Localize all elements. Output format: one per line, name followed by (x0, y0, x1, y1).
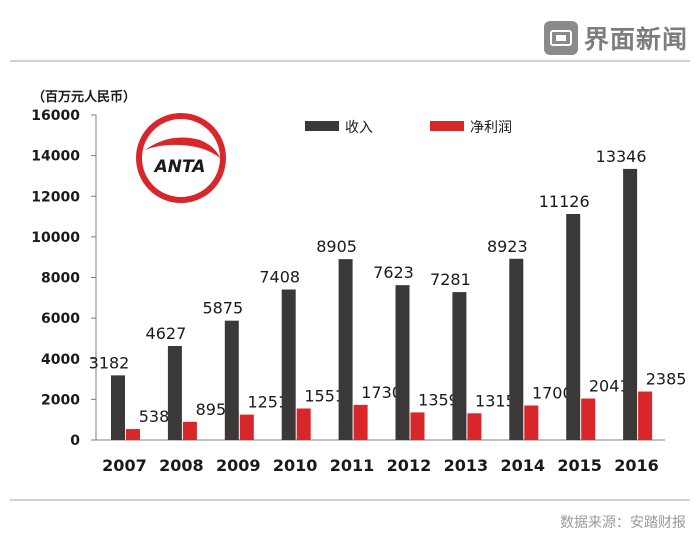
x-tick-label: 2010 (273, 456, 318, 475)
profit-bar (410, 412, 425, 440)
revenue-data-label: 4627 (146, 324, 187, 343)
legend-label-revenue: 收入 (345, 120, 373, 136)
profit-data-label: 2041 (589, 377, 630, 396)
revenue-bar (224, 320, 239, 440)
x-tick-label: 2015 (557, 456, 602, 475)
jiemian-logo-icon (543, 21, 578, 55)
y-unit-label: （百万元人民币） (32, 89, 136, 105)
source-note: 数据来源：安踏财报 (560, 515, 686, 531)
profit-data-label: 1251 (247, 393, 288, 412)
legend-label-profit: 净利润 (470, 120, 512, 136)
profit-bar (239, 414, 254, 440)
revenue-bar (167, 346, 182, 440)
x-tick-label: 2012 (387, 456, 432, 475)
axes: 0 2000 4000 6000 8000 10000 12000 14000 16000 (31, 108, 665, 449)
profit-bar (126, 429, 140, 440)
revenue-bar (395, 285, 410, 440)
revenue-data-label: 3182 (89, 353, 130, 372)
profit-bar (296, 408, 311, 440)
y-tick-label: 2000 (41, 392, 80, 408)
y-tick-label: 8000 (41, 271, 80, 287)
profit-data-label: 895 (196, 400, 227, 419)
profit-data-label: 1730 (361, 383, 402, 402)
brand-name: 界面新闻 (583, 25, 688, 54)
profit-bar (581, 398, 596, 440)
profit-bar (182, 421, 197, 440)
profit-data-label: 1700 (532, 383, 573, 402)
legend: 收入 净利润 (305, 120, 512, 136)
profit-bar (353, 404, 368, 440)
profit-data-label: 2385 (646, 370, 687, 389)
bars: 3182 538 2007 4627 895 2008 5875 1251 2009 7408 15… (89, 147, 687, 475)
revenue-bar (452, 292, 467, 440)
y-tick-label: 12000 (31, 189, 80, 205)
y-tick-label: 0 (70, 433, 80, 449)
y-tick-label: 14000 (31, 149, 80, 165)
revenue-bar (111, 375, 125, 440)
brand: 界面新闻 (543, 20, 688, 56)
x-tick-label: 2007 (102, 456, 147, 475)
y-tick-label: 16000 (31, 108, 80, 124)
anta-logo: ANTA (136, 113, 226, 203)
x-tick-label: 2011 (330, 456, 375, 475)
x-tick-label: 2016 (614, 456, 659, 475)
y-tick-label: 4000 (41, 352, 80, 368)
revenue-data-label: 11126 (539, 192, 590, 211)
profit-data-label: 1551 (304, 386, 345, 405)
x-tick-label: 2013 (444, 456, 489, 475)
x-tick-label: 2008 (159, 456, 204, 475)
profit-data-label: 1315 (475, 391, 516, 410)
revenue-bar (509, 258, 524, 440)
legend-swatch-revenue (305, 121, 339, 131)
revenue-data-label: 8923 (487, 237, 528, 256)
revenue-data-label: 13346 (596, 147, 647, 166)
revenue-data-label: 7281 (430, 270, 471, 289)
revenue-data-label: 7408 (259, 268, 300, 287)
y-tick-label: 6000 (41, 311, 80, 327)
profit-data-label: 1359 (418, 390, 459, 409)
revenue-bar (623, 168, 638, 441)
logo-swoosh-icon (145, 137, 220, 158)
revenue-data-label: 8905 (316, 237, 357, 256)
logo-ring (136, 113, 226, 203)
logo-text: ANTA (153, 157, 206, 177)
legend-swatch-profit (430, 121, 464, 131)
y-tick-label: 10000 (31, 230, 80, 246)
profit-bar (467, 413, 482, 440)
profit-data-label: 538 (139, 407, 170, 426)
revenue-bar (566, 214, 581, 440)
x-tick-label: 2014 (500, 456, 545, 475)
x-tick-label: 2009 (216, 456, 261, 475)
revenue-data-label: 7623 (373, 263, 414, 282)
revenue-bar (338, 259, 353, 440)
revenue-data-label: 5875 (202, 299, 243, 318)
profit-bar (524, 405, 539, 440)
profit-bar (638, 391, 653, 440)
revenue-bar (281, 289, 296, 440)
